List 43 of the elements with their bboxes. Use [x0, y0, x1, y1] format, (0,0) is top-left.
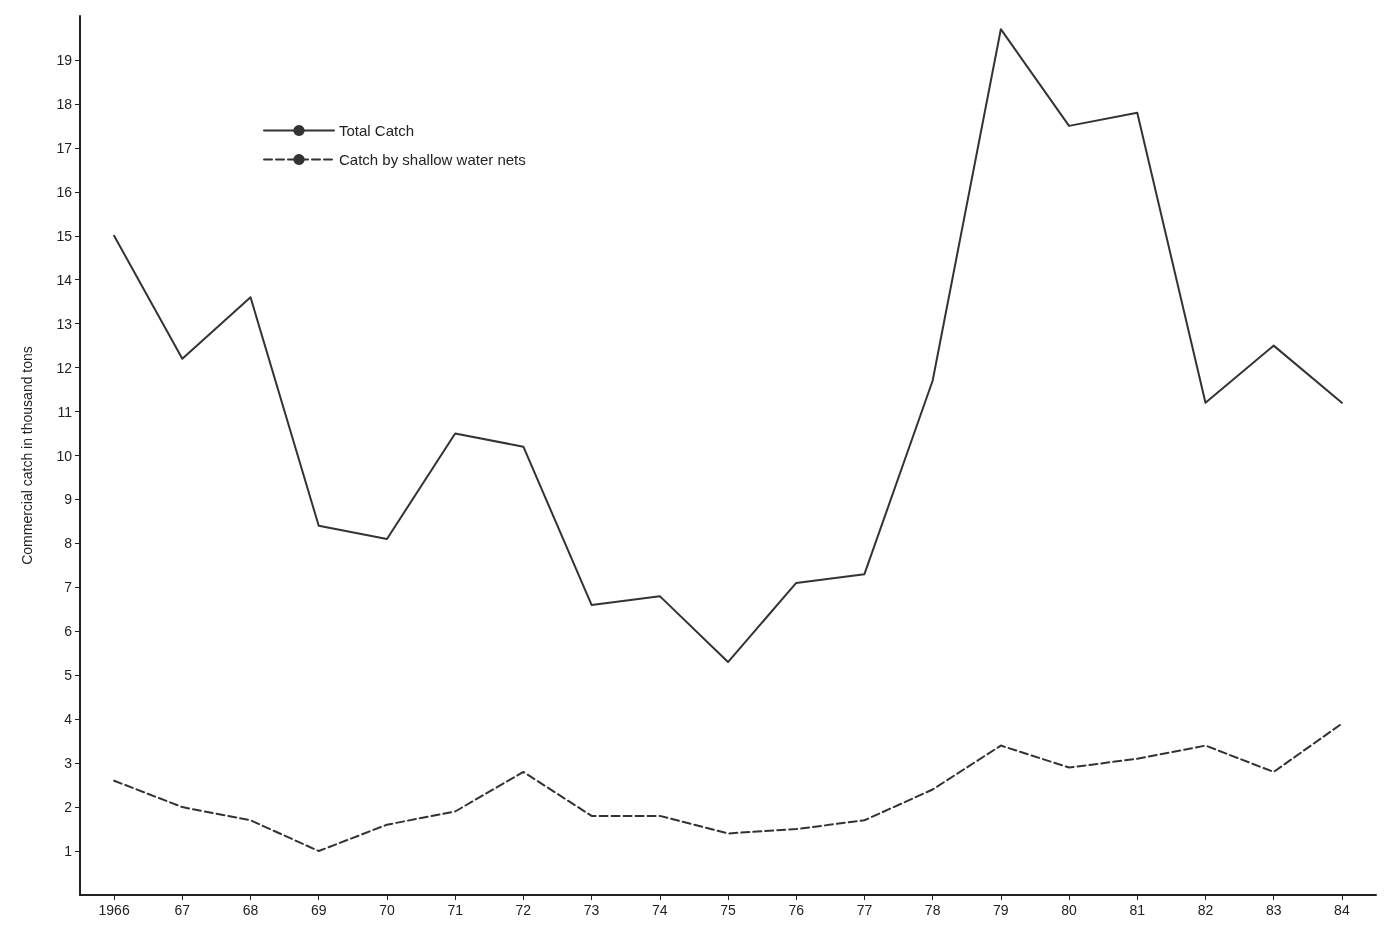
x-tick-label: 72	[515, 902, 532, 918]
y-tick-label: 16	[56, 183, 73, 200]
y-tick-label: 4	[64, 711, 73, 728]
x-tick-label: 78	[924, 902, 941, 918]
y-tick-label: 15	[56, 227, 73, 244]
y-tick-label: 1	[64, 843, 73, 860]
y-tick-label: 8	[64, 535, 73, 552]
y-tick-label: 6	[64, 623, 73, 640]
line-series	[113, 722, 1343, 853]
y-tick-label: 17	[56, 139, 73, 156]
y-tick-label: 13	[56, 315, 73, 332]
x-tick-label: 83	[1265, 902, 1282, 918]
line-series	[113, 28, 1343, 664]
y-tick-label: 7	[64, 579, 73, 596]
x-tick-label: 1966	[98, 902, 130, 918]
x-tick-label: 67	[174, 902, 191, 918]
y-tick-label: 12	[56, 359, 73, 376]
x-tick-label: 81	[1129, 902, 1146, 918]
y-tick-label: 14	[56, 271, 73, 288]
y-tick-label: 11	[57, 403, 73, 420]
x-tick-label: 69	[310, 902, 327, 918]
y-tick-label: 9	[64, 491, 73, 508]
y-tick-label: 19	[56, 51, 73, 68]
y-tick-label: 2	[64, 799, 73, 816]
x-tick-label: 68	[242, 902, 259, 918]
x-tick-label: 74	[652, 902, 668, 918]
x-tick-label: 80	[1061, 902, 1078, 918]
x-tick-label: 70	[379, 902, 395, 918]
legend-label: Total Catch	[339, 122, 415, 139]
y-tick-label: 10	[56, 447, 73, 464]
x-tick-label: 73	[583, 902, 600, 918]
x-tick-label: 76	[788, 902, 805, 918]
y-tick-label: 5	[64, 667, 73, 684]
x-tick-label: 71	[447, 902, 464, 918]
x-tick-label: 77	[856, 902, 873, 918]
y-axis-title: Commercial catch in thousand tons	[19, 346, 35, 565]
legend-label: Catch by shallow water nets	[339, 151, 526, 168]
x-tick-label: 75	[720, 902, 736, 918]
y-tick-label: 3	[64, 755, 73, 772]
y-tick-label: 18	[56, 95, 73, 112]
x-tick-label: 82	[1197, 902, 1214, 918]
x-tick-label: 84	[1334, 902, 1350, 918]
x-tick-label: 79	[993, 902, 1009, 918]
